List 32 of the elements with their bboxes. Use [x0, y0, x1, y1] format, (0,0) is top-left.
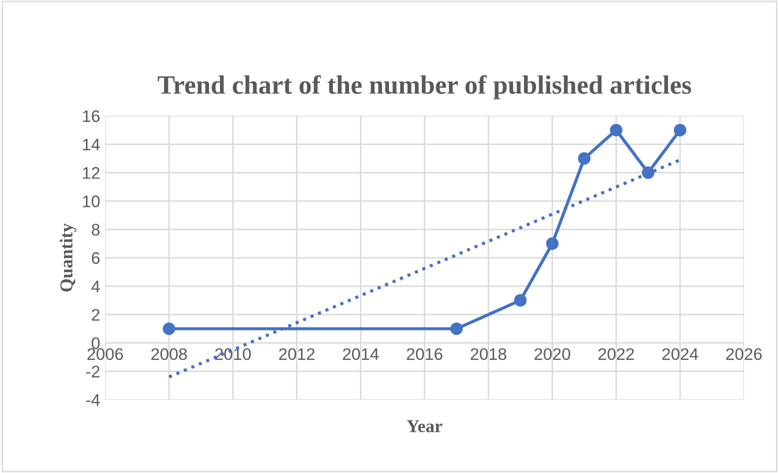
y-tick-label: 8: [92, 224, 100, 236]
x-tick-label: 2022: [598, 348, 634, 360]
point: [674, 124, 686, 136]
point: [546, 237, 559, 250]
y-tick-label: 12: [83, 167, 100, 179]
y-tick-label: 10: [83, 195, 100, 208]
x-tick-label: 2008: [151, 348, 187, 360]
x-tick-label: 2014: [342, 348, 379, 360]
y-tick-label: -2: [86, 366, 100, 378]
y-tick-label: 0: [92, 337, 100, 350]
point: [610, 124, 622, 136]
y-tick-label: 4: [91, 280, 100, 292]
y-tick-label: -4: [86, 394, 100, 406]
y-axis-title: Quantity: [60, 223, 76, 292]
x-tick-label: 2012: [279, 348, 314, 360]
point: [450, 322, 463, 335]
y-tick-label: 16: [83, 110, 100, 122]
y-tick-label: 6: [92, 252, 100, 264]
x-tick-label: 2006: [87, 348, 123, 360]
x-axis-title: Year: [406, 420, 442, 432]
chart-title: Trend chart of the number of published articles: [158, 75, 692, 100]
point: [162, 322, 176, 335]
x-tick-label: 2016: [406, 348, 442, 360]
x-tick-label: 2026: [726, 348, 762, 360]
point: [514, 294, 527, 307]
x-tick-label: 2024: [662, 348, 698, 360]
y-tick-label: 2: [92, 308, 100, 321]
point: [578, 152, 590, 165]
point: [642, 166, 654, 179]
x-tick-label: 2020: [534, 348, 570, 360]
y-tick-label: 14: [83, 138, 100, 150]
x-tick-label: 2018: [470, 348, 506, 360]
